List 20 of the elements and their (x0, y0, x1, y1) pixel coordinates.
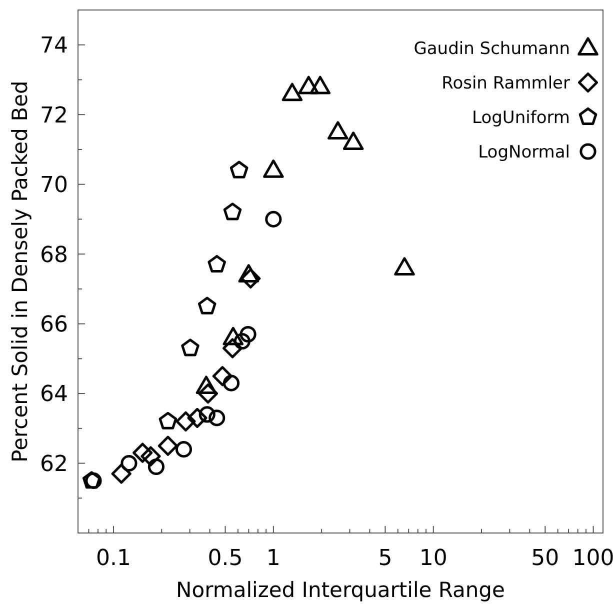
y-axis-title: Percent Solid in Densely Packed Bed (8, 80, 32, 462)
x-axis-title: Normalized Interquartile Range (176, 578, 505, 602)
y-tick-label: 70 (40, 173, 68, 198)
x-tick-label: 50 (531, 546, 560, 571)
x-tick-label: 0.5 (208, 546, 243, 571)
y-tick-label: 66 (40, 312, 68, 338)
legend-label: Gaudin Schumann (414, 38, 570, 59)
y-tick-label: 72 (40, 103, 68, 128)
y-tick-label: 64 (40, 382, 68, 408)
y-tick-label: 62 (40, 452, 68, 477)
x-tick-label: 5 (378, 546, 392, 571)
legend-label: LogNormal (478, 142, 570, 162)
x-tick-label: 100 (572, 546, 613, 571)
x-tick-label: 1 (266, 546, 280, 571)
x-tick-label: 10 (419, 546, 448, 571)
y-tick-label: 68 (40, 242, 68, 268)
y-tick-label: 74 (40, 34, 68, 59)
x-tick-label: 0.1 (96, 546, 131, 571)
legend-label: Rosin Rammler (442, 73, 570, 94)
legend-label: LogUniform (472, 108, 570, 128)
